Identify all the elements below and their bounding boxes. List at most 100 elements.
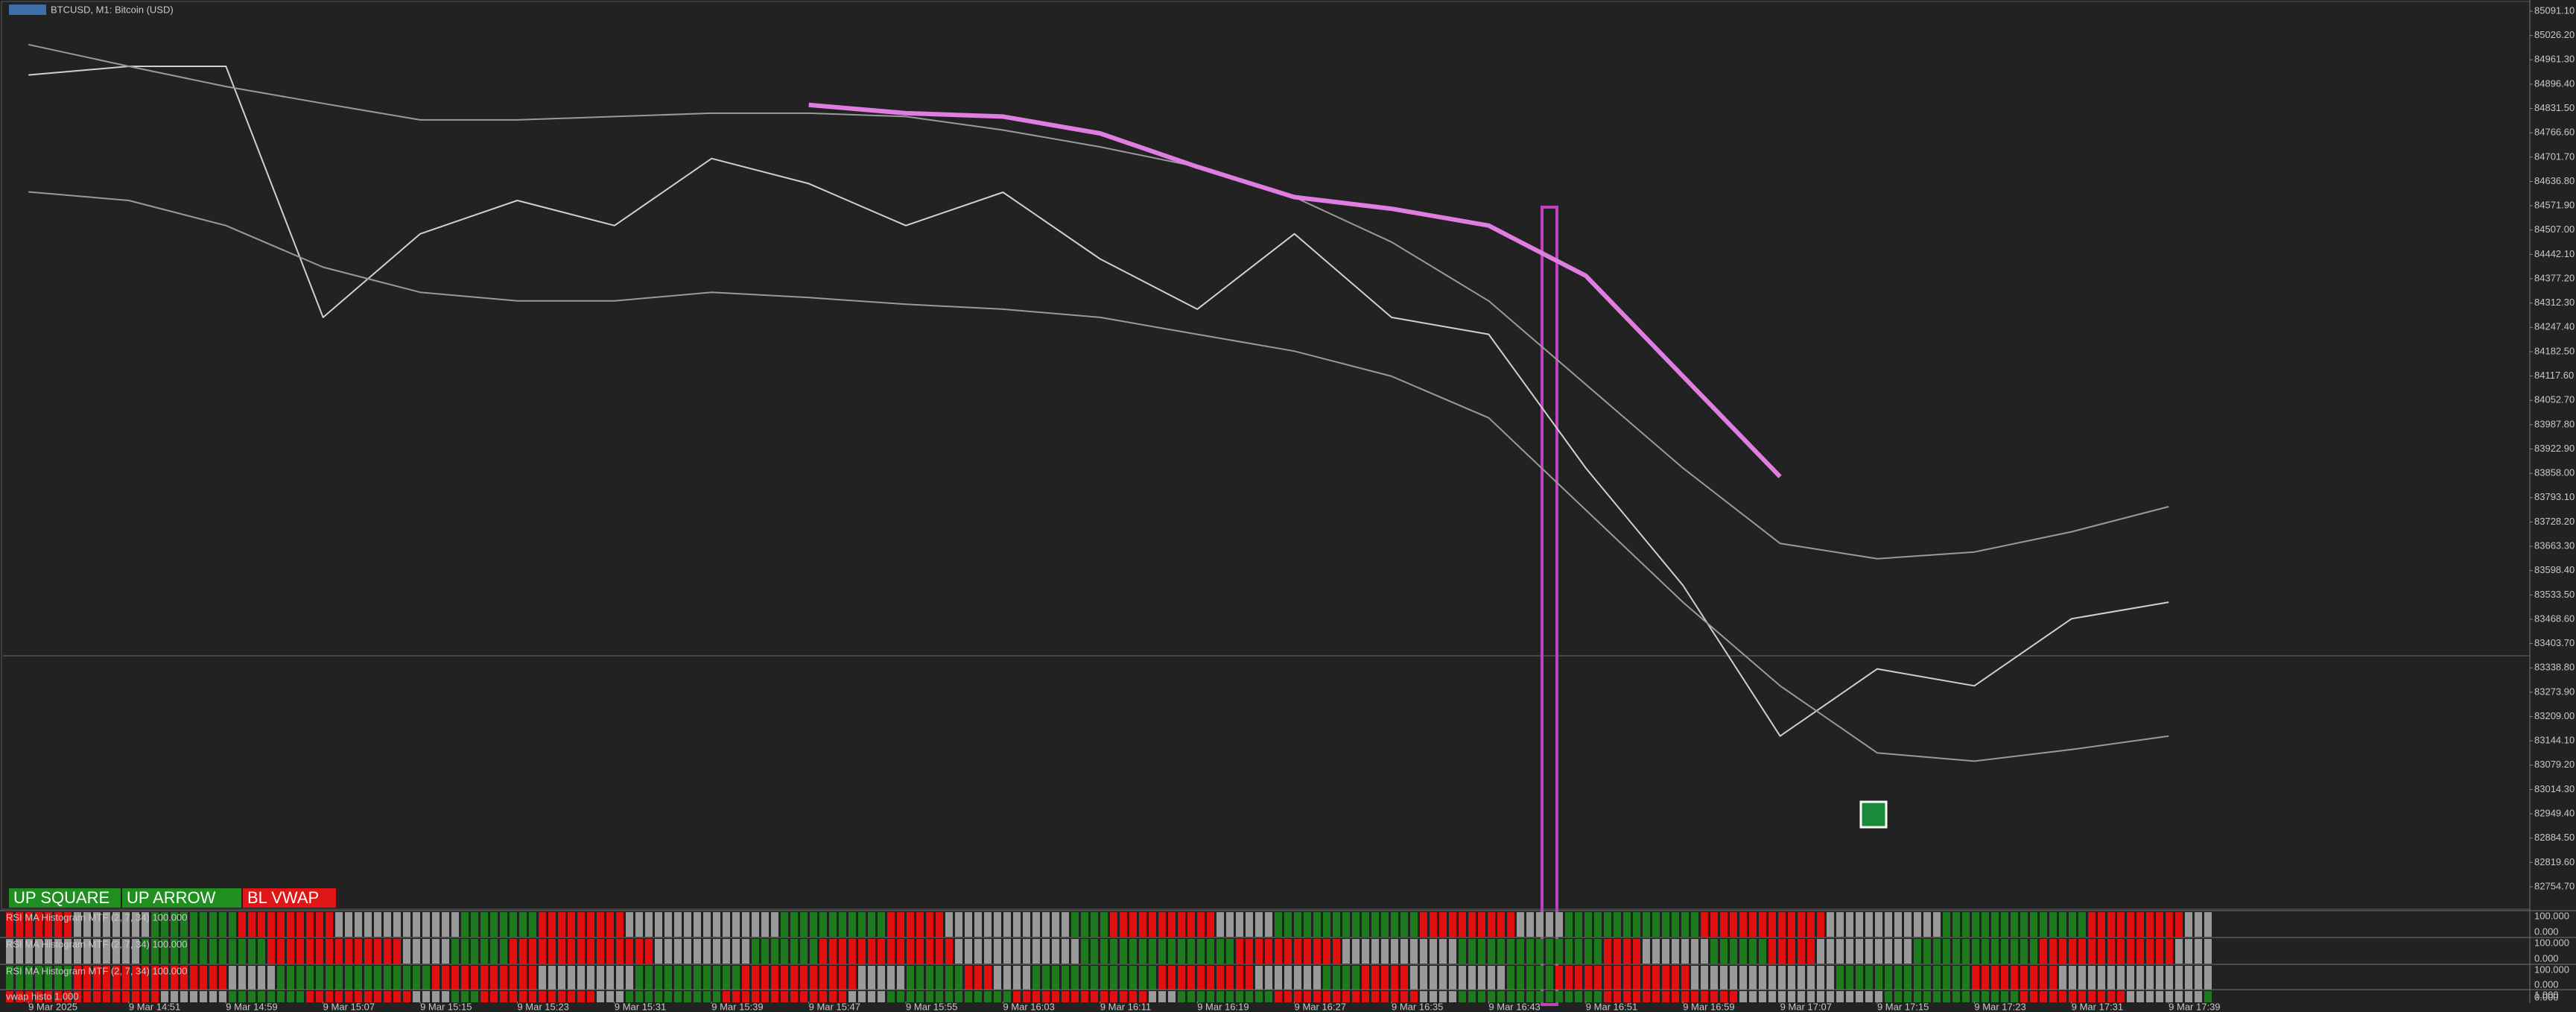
histogram-stripe (1284, 991, 1292, 1002)
histogram-stripe (122, 966, 130, 990)
histogram-stripe (161, 912, 168, 937)
histogram-stripe (858, 991, 866, 1002)
histogram-stripe (326, 991, 333, 1002)
histogram-stripe (422, 966, 430, 990)
histogram-stripe (1952, 991, 1960, 1002)
histogram-stripe (35, 991, 42, 1002)
histogram-stripe (1701, 966, 1708, 990)
histogram-stripe (45, 966, 52, 990)
histogram-stripe (2136, 991, 2144, 1002)
histogram-stripe (1362, 966, 1369, 990)
histogram-stripe (1081, 966, 1088, 990)
histogram-stripe (1410, 966, 1418, 990)
histogram-stripe (1430, 991, 1437, 1002)
histogram-stripe (1584, 966, 1592, 990)
histogram-stripe (93, 966, 101, 990)
histogram-stripe (1885, 939, 1892, 964)
histogram-stripe (16, 912, 23, 937)
histogram-stripe (568, 912, 575, 937)
histogram-stripe (132, 966, 139, 990)
y-tick-label: 82819.60 (2534, 856, 2575, 867)
histogram-stripe (597, 991, 604, 1002)
histogram-stripe (994, 966, 1001, 990)
histogram-stripe (752, 912, 759, 937)
histogram-stripe (800, 912, 808, 937)
histogram-stripe (1497, 991, 1505, 1002)
histogram-stripe (1265, 939, 1272, 964)
y-tick-label: 83663.30 (2534, 540, 2575, 551)
histogram-stripe (1701, 912, 1708, 937)
histogram-stripe (413, 991, 420, 1002)
histogram-stripe (519, 966, 527, 990)
histogram-stripe (1371, 912, 1379, 937)
histogram-stripe (1216, 912, 1224, 937)
histogram-stripe (1032, 966, 1040, 990)
histogram-stripe (1565, 912, 1573, 937)
histogram-stripe (364, 966, 372, 990)
y-tick-label: 82949.40 (2534, 808, 2575, 819)
histogram-stripe (723, 939, 730, 964)
histogram-stripe (103, 939, 110, 964)
histogram-stripe (93, 991, 101, 1002)
x-tick-label: 9 Mar 17:15 (1877, 1001, 1929, 1012)
histogram-stripe (1468, 991, 1476, 1002)
histogram-stripe (1720, 966, 1728, 990)
histogram-stripe (180, 966, 188, 990)
histogram-stripe (1730, 939, 1737, 964)
histogram-stripe (364, 939, 372, 964)
histogram-stripe (1468, 939, 1476, 964)
histogram-stripe (1526, 939, 1534, 964)
histogram-stripe (984, 966, 992, 990)
histogram-stripe (471, 912, 478, 937)
y-tick-label: 83922.90 (2534, 443, 2575, 454)
histogram-stripe (2020, 939, 2028, 964)
histogram-stripe (800, 991, 808, 1002)
histogram-stripe (1342, 966, 1350, 990)
histogram-stripe (1991, 966, 1999, 990)
histogram-stripe (1507, 966, 1514, 990)
histogram-stripe (858, 939, 866, 964)
histogram-stripe (1885, 991, 1892, 1002)
histogram-stripe (558, 912, 565, 937)
histogram-stripe (451, 991, 459, 1002)
histogram-stripe (2175, 939, 2183, 964)
histogram-stripe (1275, 966, 1282, 990)
histogram-stripe (2001, 912, 2008, 937)
histogram-stripe (519, 912, 527, 937)
histogram-stripe (2078, 991, 2086, 1002)
histogram-stripe (103, 912, 110, 937)
histogram-stripe (1178, 912, 1185, 937)
histogram-stripe (916, 966, 924, 990)
histogram-stripe (655, 912, 662, 937)
histogram-stripe (267, 912, 275, 937)
histogram-stripe (887, 991, 895, 1002)
histogram-stripe (64, 912, 72, 937)
histogram-stripe (965, 912, 972, 937)
histogram-stripe (1091, 939, 1098, 964)
histogram-stripe (761, 939, 769, 964)
histogram-stripe (1565, 991, 1573, 1002)
histogram-stripe (442, 939, 449, 964)
y-tick-label: 84052.70 (2534, 394, 2575, 405)
histogram-stripe (1313, 991, 1321, 1002)
histogram-stripe (451, 939, 459, 964)
histogram-stripe (1691, 991, 1698, 1002)
histogram-stripe (994, 912, 1001, 937)
histogram-stripe (1875, 912, 1882, 937)
histogram-stripe (1168, 912, 1176, 937)
histogram-stripe (1623, 939, 1631, 964)
histogram-stripe (1323, 991, 1330, 1002)
histogram-stripe (1739, 912, 1747, 937)
histogram-stripe (122, 939, 130, 964)
histogram-stripe (1013, 939, 1021, 964)
histogram-stripe (2127, 991, 2134, 1002)
histogram-stripe (1672, 966, 1679, 990)
histogram-stripe (771, 966, 778, 990)
histogram-stripe (2020, 991, 2028, 1002)
histogram-stripe (1304, 912, 1311, 937)
histogram-stripe (1594, 966, 1602, 990)
histogram-stripe (1517, 991, 1524, 1002)
histogram-stripe (1013, 966, 1021, 990)
histogram-stripe (1391, 966, 1398, 990)
